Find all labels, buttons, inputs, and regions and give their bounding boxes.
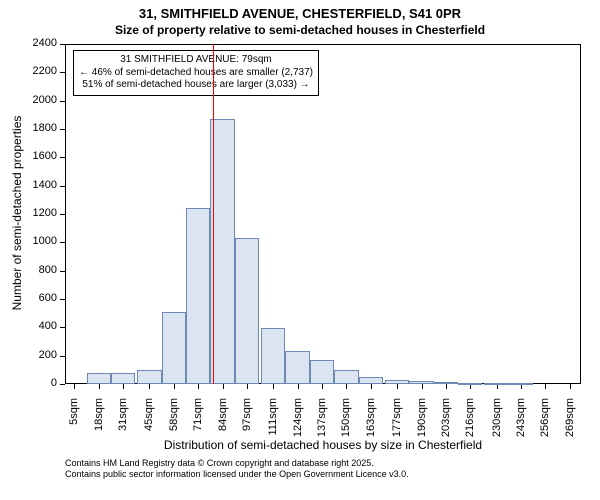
y-tick-label: 600 [0,292,57,304]
x-tick-mark [149,384,150,389]
y-tick-mark [60,129,65,130]
y-tick-label: 2400 [0,37,57,49]
x-tick-label: 190sqm [416,398,428,448]
y-tick-mark [60,271,65,272]
x-tick-label: 269sqm [564,398,576,448]
y-tick-mark [60,356,65,357]
x-tick-mark [397,384,398,389]
x-tick-mark [74,384,75,389]
histogram-bar [509,383,533,385]
annotation-line-1: 31 SMITHFIELD AVENUE: 79sqm [79,54,313,67]
histogram-bar [162,312,186,384]
x-tick-mark [247,384,248,389]
x-tick-label: 150sqm [340,398,352,448]
x-tick-mark [298,384,299,389]
histogram-bar [285,351,309,384]
histogram-bar [359,377,383,384]
x-tick-mark [422,384,423,389]
histogram-bar [409,381,433,384]
chart-container: 31, SMITHFIELD AVENUE, CHESTERFIELD, S41… [0,0,600,500]
x-tick-label: 216sqm [464,398,476,448]
y-tick-label: 400 [0,320,57,332]
y-tick-label: 0 [0,377,57,389]
histogram-bar [235,238,259,384]
y-tick-mark [60,186,65,187]
histogram-bar [310,360,334,384]
x-tick-label: 163sqm [365,398,377,448]
x-tick-label: 230sqm [491,398,503,448]
x-tick-label: 124sqm [292,398,304,448]
y-tick-label: 2200 [0,65,57,77]
x-tick-mark [174,384,175,389]
annotation-line-3: 51% of semi-detached houses are larger (… [79,79,313,92]
x-tick-label: 111sqm [267,398,279,448]
x-tick-mark [273,384,274,389]
x-tick-mark [223,384,224,389]
histogram-bar [385,380,409,384]
x-tick-label: 45sqm [143,398,155,448]
footer-line-1: Contains HM Land Registry data © Crown c… [65,458,409,469]
histogram-bar [458,383,482,385]
x-tick-label: 97sqm [241,398,253,448]
x-tick-mark [346,384,347,389]
x-tick-mark [446,384,447,389]
y-tick-mark [60,157,65,158]
y-tick-label: 2000 [0,94,57,106]
reference-line [213,44,214,384]
chart-title: 31, SMITHFIELD AVENUE, CHESTERFIELD, S41… [0,6,600,21]
histogram-bar [186,208,210,384]
histogram-bar [87,373,111,384]
x-tick-label: 71sqm [192,398,204,448]
x-tick-mark [545,384,546,389]
y-tick-mark [60,44,65,45]
x-tick-label: 203sqm [440,398,452,448]
x-tick-label: 31sqm [117,398,129,448]
y-tick-mark [60,214,65,215]
y-tick-label: 1800 [0,122,57,134]
y-tick-mark [60,327,65,328]
y-tick-label: 1400 [0,179,57,191]
chart-subtitle: Size of property relative to semi-detach… [0,23,600,37]
histogram-bar [334,370,358,384]
y-tick-mark [60,384,65,385]
x-tick-label: 5sqm [68,398,80,448]
x-tick-mark [322,384,323,389]
x-tick-label: 18sqm [93,398,105,448]
x-tick-label: 58sqm [168,398,180,448]
x-tick-mark [99,384,100,389]
x-tick-label: 243sqm [515,398,527,448]
x-tick-mark [371,384,372,389]
histogram-bar [484,383,508,385]
x-tick-mark [198,384,199,389]
annotation-box: 31 SMITHFIELD AVENUE: 79sqm ← 46% of sem… [73,50,319,96]
x-tick-label: 137sqm [316,398,328,448]
y-tick-label: 800 [0,264,57,276]
histogram-bar [261,328,285,384]
x-tick-label: 177sqm [391,398,403,448]
title-block: 31, SMITHFIELD AVENUE, CHESTERFIELD, S41… [0,0,600,37]
x-tick-label: 256sqm [539,398,551,448]
histogram-bar [434,382,458,384]
x-tick-mark [570,384,571,389]
y-tick-label: 1200 [0,207,57,219]
y-tick-mark [60,101,65,102]
footer: Contains HM Land Registry data © Crown c… [65,458,409,480]
y-tick-mark [60,242,65,243]
y-tick-mark [60,72,65,73]
y-tick-label: 1000 [0,235,57,247]
y-tick-label: 200 [0,349,57,361]
histogram-bar [137,370,161,384]
x-tick-label: 84sqm [217,398,229,448]
annotation-line-2: ← 46% of semi-detached houses are smalle… [79,67,313,80]
y-tick-label: 1600 [0,150,57,162]
footer-line-2: Contains public sector information licen… [65,469,409,480]
y-tick-mark [60,299,65,300]
histogram-bar [111,373,135,384]
x-tick-mark [470,384,471,389]
x-tick-mark [123,384,124,389]
